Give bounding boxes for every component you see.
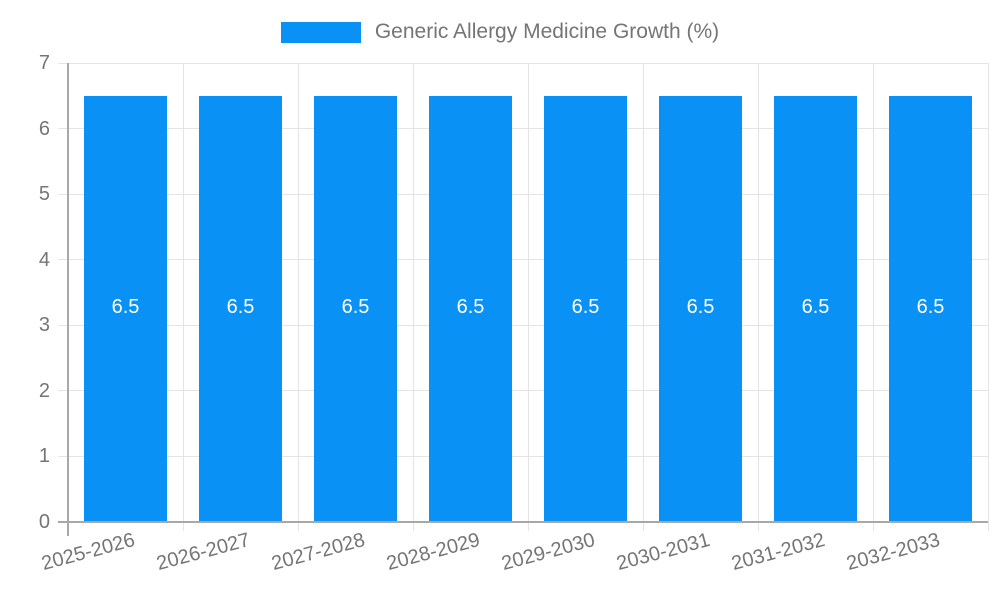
bar	[659, 95, 742, 522]
bar	[774, 95, 857, 522]
x-tick	[67, 522, 69, 536]
x-tick	[527, 522, 529, 531]
y-tick	[58, 193, 68, 195]
bar-value-label: 6.5	[456, 295, 485, 318]
x-tick	[872, 522, 874, 531]
bar	[84, 95, 167, 522]
bar	[544, 95, 627, 522]
legend-label: Generic Allergy Medicine Growth (%)	[374, 20, 720, 43]
x-tick-label: 2032-2033	[844, 529, 943, 576]
y-tick-label: 6	[38, 117, 50, 140]
bar-value-label: 6.5	[111, 295, 140, 318]
x-gridline	[412, 63, 414, 522]
y-tick-label: 2	[38, 379, 50, 402]
x-tick-label: 2030-2031	[614, 529, 713, 576]
y-tick-label: 1	[38, 445, 50, 468]
y-tick-label: 4	[38, 248, 50, 271]
bar-value-label: 6.5	[686, 295, 715, 318]
y-tick	[58, 259, 68, 261]
y-tick	[58, 455, 68, 457]
x-gridline	[642, 63, 644, 522]
y-tick	[58, 390, 68, 392]
y-tick	[58, 128, 68, 130]
y-axis-line	[67, 63, 69, 522]
x-tick-label: 2026-2027	[154, 529, 253, 576]
x-gridline	[297, 63, 299, 522]
x-tick-label: 2025-2026	[39, 529, 138, 576]
bar-value-label: 6.5	[226, 295, 255, 318]
y-tick-label: 5	[38, 183, 50, 206]
x-tick	[412, 522, 414, 531]
bar	[314, 95, 397, 522]
legend-swatch	[280, 21, 361, 43]
y-tick	[58, 62, 68, 64]
x-tick-label: 2029-2030	[499, 529, 598, 576]
legend-item[interactable]: Generic Allergy Medicine Growth (%)	[0, 18, 1000, 46]
y-tick-label: 3	[38, 314, 50, 337]
x-tick-label: 2027-2028	[269, 529, 368, 576]
x-tick-label: 2028-2029	[384, 529, 483, 576]
x-gridline	[987, 63, 989, 522]
x-tick	[757, 522, 759, 531]
bar-value-label: 6.5	[801, 295, 830, 318]
x-tick	[642, 522, 644, 531]
x-tick	[297, 522, 299, 531]
bar-value-label: 6.5	[341, 295, 370, 318]
x-gridline	[872, 63, 874, 522]
x-gridline	[527, 63, 529, 522]
y-tick-label: 0	[38, 511, 50, 533]
bar-value-label: 6.5	[916, 295, 945, 318]
bar-value-label: 6.5	[571, 295, 600, 318]
bar	[429, 95, 512, 522]
x-axis-line	[68, 521, 988, 523]
x-tick	[182, 522, 184, 531]
x-gridline	[757, 63, 759, 522]
bar	[199, 95, 282, 522]
x-tick	[987, 522, 989, 531]
y-tick	[58, 324, 68, 326]
x-gridline	[182, 63, 184, 522]
x-tick-label: 2031-2032	[729, 529, 828, 576]
y-tick-label: 7	[38, 52, 50, 74]
bar	[889, 95, 972, 522]
y-tick	[58, 521, 68, 523]
